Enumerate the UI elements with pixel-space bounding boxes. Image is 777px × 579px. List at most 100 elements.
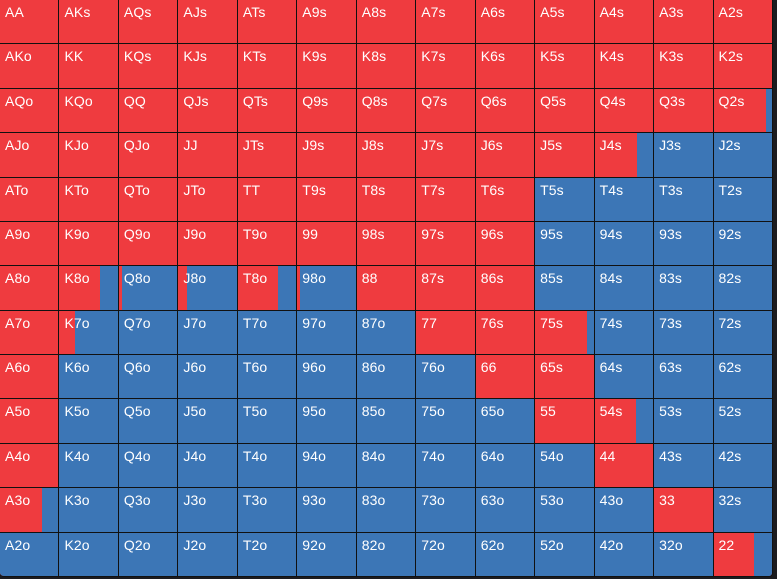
hand-cell-K4s[interactable]: K4s xyxy=(594,44,654,88)
hand-cell-75s[interactable]: 75s xyxy=(535,310,594,355)
hand-cell-43s[interactable]: 43s xyxy=(654,443,713,488)
hand-cell-J5o[interactable]: J5o xyxy=(178,399,237,443)
hand-cell-J9o[interactable]: J9o xyxy=(178,221,237,266)
hand-cell-KTs[interactable]: KTs xyxy=(237,44,297,88)
hand-cell-99[interactable]: 99 xyxy=(297,221,356,266)
hand-cell-63s[interactable]: 63s xyxy=(654,355,713,399)
hand-cell-J7o[interactable]: J7o xyxy=(178,310,237,355)
hand-cell-Q9o[interactable]: Q9o xyxy=(118,221,178,266)
hand-cell-ATs[interactable]: ATs xyxy=(237,0,297,44)
hand-cell-AA[interactable]: AA xyxy=(0,0,59,44)
hand-cell-A3o[interactable]: A3o xyxy=(0,488,59,532)
hand-cell-32o[interactable]: 32o xyxy=(654,532,713,576)
hand-cell-66[interactable]: 66 xyxy=(475,355,535,399)
hand-cell-74o[interactable]: 74o xyxy=(416,443,475,488)
hand-cell-J7s[interactable]: J7s xyxy=(416,133,475,177)
hand-cell-65o[interactable]: 65o xyxy=(475,399,535,443)
hand-cell-A8s[interactable]: A8s xyxy=(356,0,416,44)
hand-cell-A3s[interactable]: A3s xyxy=(654,0,713,44)
hand-cell-T8s[interactable]: T8s xyxy=(356,177,416,221)
hand-cell-J8o[interactable]: J8o xyxy=(178,266,237,310)
hand-cell-T3s[interactable]: T3s xyxy=(654,177,713,221)
hand-cell-K3o[interactable]: K3o xyxy=(59,488,118,532)
hand-cell-76o[interactable]: 76o xyxy=(416,355,475,399)
hand-cell-83s[interactable]: 83s xyxy=(654,266,713,310)
hand-cell-K6s[interactable]: K6s xyxy=(475,44,535,88)
hand-cell-44[interactable]: 44 xyxy=(594,443,654,488)
hand-cell-A7o[interactable]: A7o xyxy=(0,310,59,355)
hand-cell-QTo[interactable]: QTo xyxy=(118,177,178,221)
hand-cell-42s[interactable]: 42s xyxy=(713,443,772,488)
hand-cell-AJo[interactable]: AJo xyxy=(0,133,59,177)
hand-cell-JTo[interactable]: JTo xyxy=(178,177,237,221)
hand-cell-KK[interactable]: KK xyxy=(59,44,118,88)
hand-cell-Q8o[interactable]: Q8o xyxy=(118,266,178,310)
hand-cell-K8o[interactable]: K8o xyxy=(59,266,118,310)
hand-cell-J8s[interactable]: J8s xyxy=(356,133,416,177)
hand-cell-82o[interactable]: 82o xyxy=(356,532,416,576)
hand-cell-K4o[interactable]: K4o xyxy=(59,443,118,488)
hand-cell-Q8s[interactable]: Q8s xyxy=(356,88,416,133)
hand-cell-T4s[interactable]: T4s xyxy=(594,177,654,221)
hand-cell-72s[interactable]: 72s xyxy=(713,310,772,355)
hand-cell-88[interactable]: 88 xyxy=(356,266,416,310)
hand-cell-Q6o[interactable]: Q6o xyxy=(118,355,178,399)
hand-cell-KJo[interactable]: KJo xyxy=(59,133,118,177)
hand-cell-J5s[interactable]: J5s xyxy=(535,133,594,177)
hand-cell-A2o[interactable]: A2o xyxy=(0,532,59,576)
hand-cell-T8o[interactable]: T8o xyxy=(237,266,297,310)
hand-cell-Q7o[interactable]: Q7o xyxy=(118,310,178,355)
hand-cell-A9s[interactable]: A9s xyxy=(297,0,356,44)
hand-cell-J4s[interactable]: J4s xyxy=(594,133,654,177)
hand-cell-42o[interactable]: 42o xyxy=(594,532,654,576)
hand-cell-QQ[interactable]: QQ xyxy=(118,88,178,133)
hand-cell-94s[interactable]: 94s xyxy=(594,221,654,266)
hand-cell-J6s[interactable]: J6s xyxy=(475,133,535,177)
hand-cell-64s[interactable]: 64s xyxy=(594,355,654,399)
hand-cell-22[interactable]: 22 xyxy=(713,532,772,576)
hand-cell-Q3s[interactable]: Q3s xyxy=(654,88,713,133)
hand-cell-92s[interactable]: 92s xyxy=(713,221,772,266)
hand-cell-73s[interactable]: 73s xyxy=(654,310,713,355)
hand-cell-QJo[interactable]: QJo xyxy=(118,133,178,177)
hand-cell-62o[interactable]: 62o xyxy=(475,532,535,576)
hand-cell-73o[interactable]: 73o xyxy=(416,488,475,532)
hand-cell-33[interactable]: 33 xyxy=(654,488,713,532)
hand-cell-K2o[interactable]: K2o xyxy=(59,532,118,576)
hand-cell-85s[interactable]: 85s xyxy=(535,266,594,310)
hand-cell-A2s[interactable]: A2s xyxy=(713,0,772,44)
hand-cell-J9s[interactable]: J9s xyxy=(297,133,356,177)
hand-cell-A8o[interactable]: A8o xyxy=(0,266,59,310)
hand-cell-Q5o[interactable]: Q5o xyxy=(118,399,178,443)
hand-cell-K5s[interactable]: K5s xyxy=(535,44,594,88)
hand-cell-87o[interactable]: 87o xyxy=(356,310,416,355)
hand-cell-74s[interactable]: 74s xyxy=(594,310,654,355)
hand-cell-Q4s[interactable]: Q4s xyxy=(594,88,654,133)
hand-cell-AKs[interactable]: AKs xyxy=(59,0,118,44)
hand-cell-K9o[interactable]: K9o xyxy=(59,221,118,266)
hand-cell-AQs[interactable]: AQs xyxy=(118,0,178,44)
hand-cell-T5o[interactable]: T5o xyxy=(237,399,297,443)
hand-cell-52o[interactable]: 52o xyxy=(535,532,594,576)
hand-cell-TT[interactable]: TT xyxy=(237,177,297,221)
hand-cell-64o[interactable]: 64o xyxy=(475,443,535,488)
hand-cell-97s[interactable]: 97s xyxy=(416,221,475,266)
hand-cell-63o[interactable]: 63o xyxy=(475,488,535,532)
hand-cell-J6o[interactable]: J6o xyxy=(178,355,237,399)
hand-cell-K6o[interactable]: K6o xyxy=(59,355,118,399)
hand-cell-A6s[interactable]: A6s xyxy=(475,0,535,44)
hand-cell-A5s[interactable]: A5s xyxy=(535,0,594,44)
hand-cell-J2s[interactable]: J2s xyxy=(713,133,772,177)
hand-cell-Q2s[interactable]: Q2s xyxy=(713,88,772,133)
hand-cell-96o[interactable]: 96o xyxy=(297,355,356,399)
hand-cell-K8s[interactable]: K8s xyxy=(356,44,416,88)
hand-cell-T7s[interactable]: T7s xyxy=(416,177,475,221)
hand-cell-T4o[interactable]: T4o xyxy=(237,443,297,488)
hand-cell-T7o[interactable]: T7o xyxy=(237,310,297,355)
hand-cell-43o[interactable]: 43o xyxy=(594,488,654,532)
hand-cell-98s[interactable]: 98s xyxy=(356,221,416,266)
hand-cell-75o[interactable]: 75o xyxy=(416,399,475,443)
hand-cell-76s[interactable]: 76s xyxy=(475,310,535,355)
hand-cell-Q7s[interactable]: Q7s xyxy=(416,88,475,133)
hand-cell-62s[interactable]: 62s xyxy=(713,355,772,399)
